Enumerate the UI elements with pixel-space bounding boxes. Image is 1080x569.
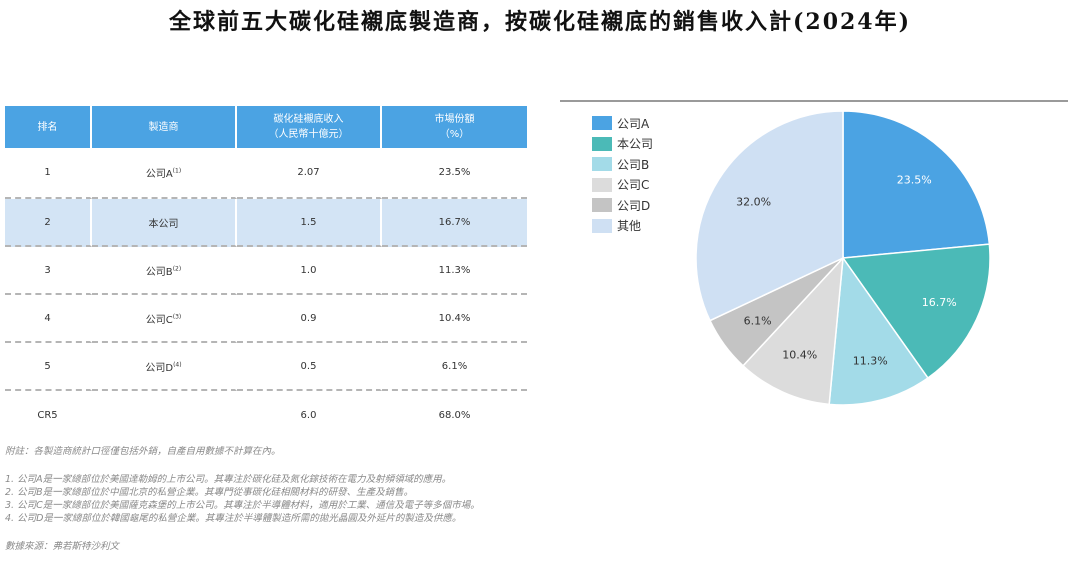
pie-slice-label: 32.0%	[736, 195, 771, 208]
cell-share: 10.4%	[382, 295, 527, 343]
table-row: 4 公司C(3) 0.9 10.4%	[5, 295, 527, 343]
cell-share: 11.3%	[382, 247, 527, 295]
footnote-item: 4. 公司D是一家總部位於韓國龜尾的私營企業。其專注於半導體製造所需的拋光晶圓及…	[5, 513, 462, 524]
cell-rank: CR5	[5, 391, 92, 439]
legend-swatch	[592, 218, 612, 233]
cell-rank: 1	[5, 148, 92, 199]
cell-maker: 公司A(1)	[92, 148, 237, 199]
cell-maker: 公司C(3)	[92, 295, 237, 343]
ranking-table: 排名 製造商 碳化硅襯底收入 （人民幣十億元） 市場份額 （%） 1 公司A(1) …	[5, 106, 527, 439]
cell-share: 23.5%	[382, 148, 527, 199]
legend-item: 公司C	[592, 175, 653, 196]
pie-chart: 23.5% 16.7% 11.3% 10.4% 6.1% 32.0%	[695, 110, 991, 406]
legend-item: 公司A	[592, 113, 653, 134]
legend-item: 公司B	[592, 154, 653, 175]
legend-swatch	[592, 198, 612, 213]
legend-label: 本公司	[617, 137, 654, 152]
header-share: 市場份額 （%）	[382, 106, 527, 148]
cell-maker: 本公司	[92, 199, 237, 247]
cell-revenue: 0.5	[237, 343, 382, 391]
table-row: 1 公司A(1) 2.07 23.5%	[5, 148, 527, 199]
cell-maker: 公司B(2)	[92, 247, 237, 295]
header-rank: 排名	[5, 106, 92, 148]
footnote-item: 2. 公司B是一家總部位於中國北京的私營企業。其專門從事碳化硅相關材料的研發、生…	[5, 487, 414, 498]
page-title: 全球前五大碳化硅襯底製造商，按碳化硅襯底的銷售收入計(2024年)	[168, 9, 912, 35]
cell-revenue: 2.07	[237, 148, 382, 199]
pie-slice	[695, 110, 844, 322]
cell-revenue: 6.0	[237, 391, 382, 439]
cell-rank: 5	[5, 343, 92, 391]
legend-item: 其他	[592, 216, 653, 237]
footnote-item: 1. 公司A是一家總部位於美國達勒姆的上市公司。其專注於碳化硅及氮化鎵技術在電力…	[5, 474, 452, 485]
legend-label: 公司D	[617, 198, 651, 213]
legend-label: 公司B	[617, 157, 650, 172]
chart-legend: 公司A 本公司公司B 公司C 公司D 其他	[592, 113, 653, 236]
pie-slice-label: 16.7%	[922, 296, 957, 309]
legend-label: 公司C	[617, 178, 650, 193]
legend-label: 公司A	[617, 116, 650, 131]
footnote-item: 3. 公司C是一家總部位於美國薩克森堡的上市公司。其專注於半導體材料，適用於工業…	[5, 500, 480, 511]
pie-slice	[741, 255, 844, 406]
cell-rank: 2	[5, 199, 92, 247]
footnotes: 附註：各製造商統計口徑僅包括外銷，自產自用數據不計算在內。 1. 公司A是一家總…	[5, 443, 480, 552]
source-note: 數據來源：弗若斯特沙利文	[5, 541, 120, 552]
cell-maker: 公司D(4)	[92, 343, 237, 391]
cell-rank: 4	[5, 295, 92, 343]
header-revenue: 碳化硅襯底收入 （人民幣十億元）	[237, 106, 382, 148]
pie-slice	[828, 255, 929, 406]
chart-top-divider	[560, 100, 1068, 102]
legend-swatch	[592, 177, 612, 192]
table-row: 3 公司B(2) 1.0 11.3%	[5, 247, 527, 295]
legend-item: 公司D	[592, 195, 653, 216]
pie-slice-label: 11.3%	[853, 354, 888, 367]
table-row: 5 公司D(4) 0.5 6.1%	[5, 343, 527, 391]
table-row-total: CR5 6.0 68.0%	[5, 391, 527, 439]
cell-share: 68.0%	[438, 409, 471, 421]
table-header-row: 排名 製造商 碳化硅襯底收入 （人民幣十億元） 市場份額 （%）	[5, 106, 527, 148]
pie-slice-label: 23.5%	[897, 174, 932, 187]
cell-maker	[92, 391, 237, 439]
legend-label: 其他	[617, 219, 642, 234]
pie-slice-label: 10.4%	[782, 349, 817, 362]
cell-share: 16.7%	[382, 199, 527, 247]
cell-revenue: 1.0	[237, 247, 382, 295]
legend-swatch	[592, 136, 612, 151]
cell-rank: 3	[5, 247, 92, 295]
legend-swatch	[592, 157, 612, 172]
pie-slice-label: 6.1%	[744, 314, 772, 327]
pie-slice	[842, 110, 991, 259]
cell-revenue: 0.9	[237, 295, 382, 343]
legend-item: 本公司	[592, 134, 653, 155]
cell-revenue: 1.5	[237, 199, 382, 247]
legend-swatch	[592, 116, 612, 131]
table-row-highlight: 2 本公司 1.5 16.7%	[5, 199, 527, 247]
pie-slice	[841, 243, 991, 380]
remark-note: 附註：各製造商統計口徑僅包括外銷，自產自用數據不計算在內。	[5, 446, 281, 457]
cell-share: 6.1%	[382, 343, 527, 391]
header-maker: 製造商	[92, 106, 237, 148]
